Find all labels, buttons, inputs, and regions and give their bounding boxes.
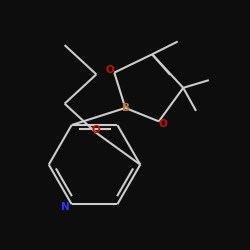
Text: O: O: [92, 126, 100, 136]
Text: B: B: [122, 103, 130, 113]
Text: N: N: [61, 202, 70, 212]
Text: O: O: [106, 64, 114, 74]
Text: O: O: [159, 119, 168, 129]
